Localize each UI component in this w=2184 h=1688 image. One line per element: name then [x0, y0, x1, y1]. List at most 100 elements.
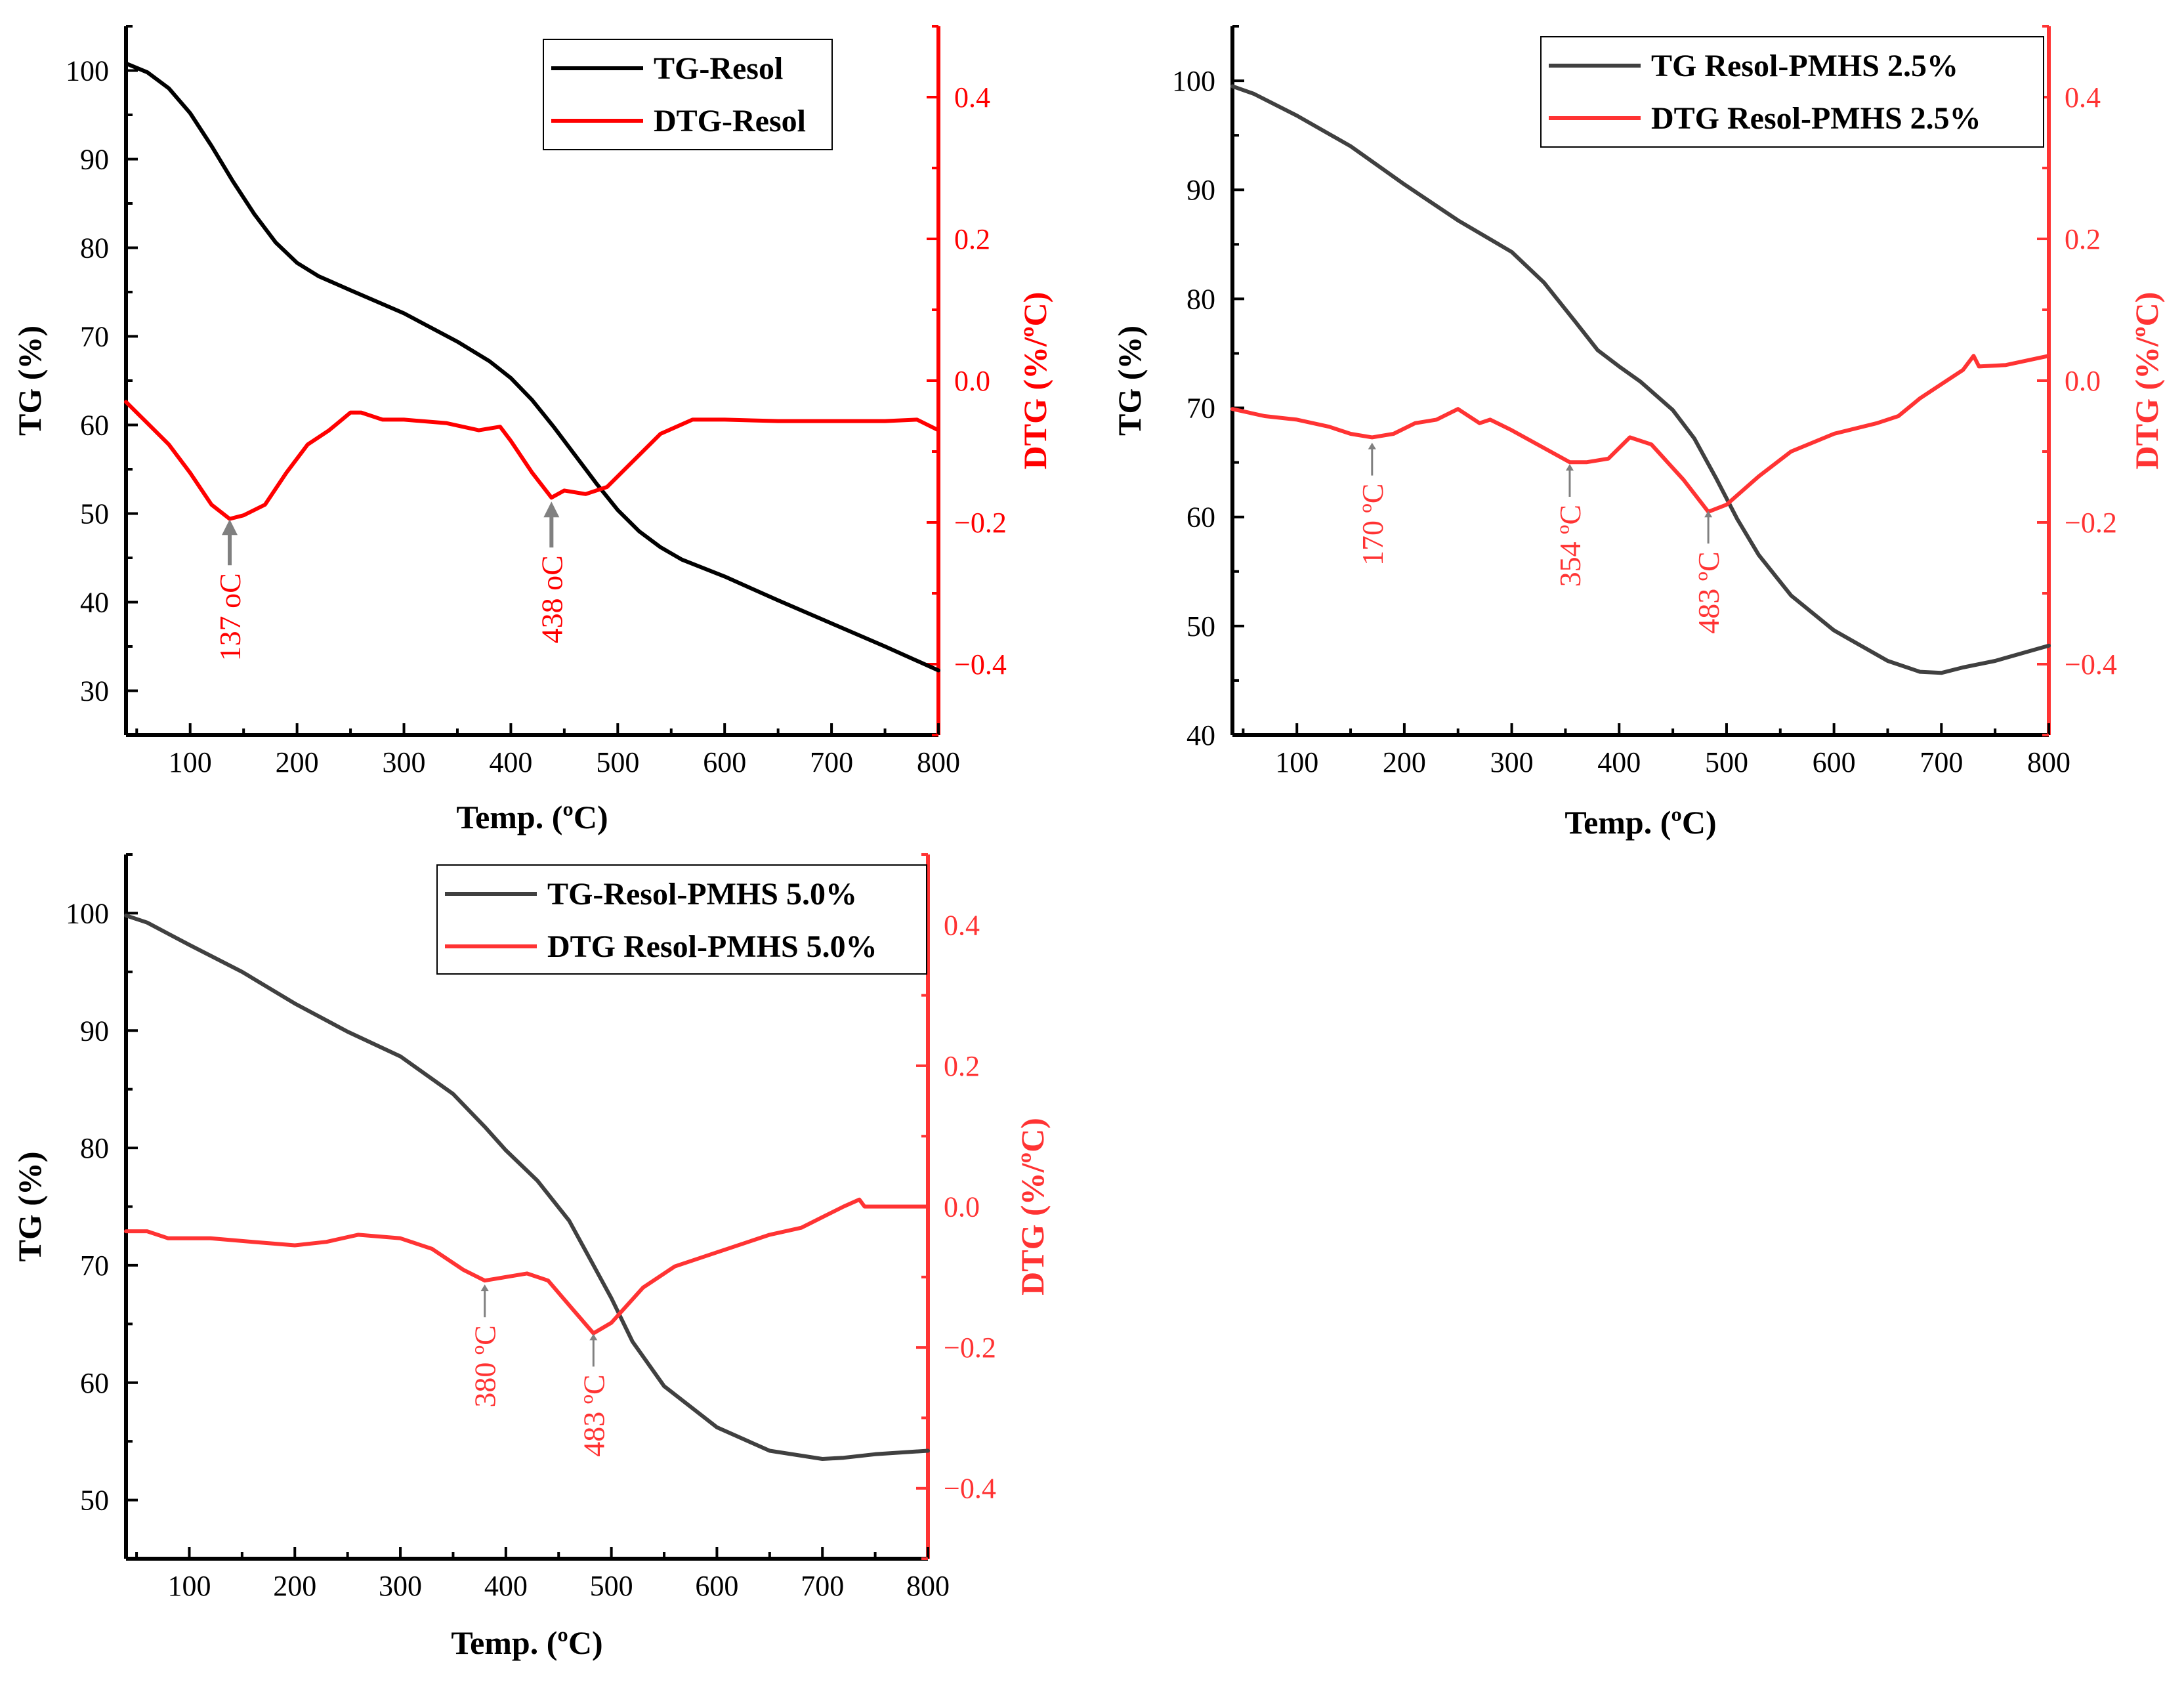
x-axis-title: Temp. (ºC)	[451, 1624, 602, 1661]
x-tick-label: 500	[1705, 746, 1748, 778]
y2-tick-label: −0.4	[954, 648, 1007, 681]
y2-tick-label: 0.0	[2065, 365, 2101, 397]
x-tick-label: 600	[695, 1570, 738, 1602]
x-axis-title: Temp. (ºC)	[456, 799, 608, 835]
legend-label: TG-Resol	[654, 51, 783, 86]
x-tick-label: 600	[1813, 746, 1856, 778]
annotation-arrow-head	[589, 1334, 598, 1341]
annotation-arrow-head	[1704, 511, 1713, 518]
annotation-arrow-head	[1368, 442, 1376, 450]
x-tick-label: 200	[1383, 746, 1426, 778]
x-tick-label: 300	[379, 1570, 422, 1602]
y-tick-label: 40	[1186, 719, 1215, 751]
x-tick-label: 300	[383, 746, 426, 778]
dtg-series-line	[124, 400, 940, 521]
y2-tick-label: 0.2	[944, 1050, 980, 1082]
y2-tick-label: 0.0	[954, 365, 990, 397]
x-tick-label: 100	[169, 746, 212, 778]
x-tick-label: 800	[917, 746, 960, 778]
y-tick-label: 50	[80, 498, 109, 530]
y-tick-label: 60	[80, 410, 109, 442]
y2-tick-label: −0.4	[2065, 648, 2117, 681]
y2-tick-label: −0.4	[944, 1473, 996, 1505]
legend-label: DTG Resol-PMHS 5.0%	[547, 929, 877, 964]
x-tick-label: 400	[484, 1570, 528, 1602]
legend-label: TG-Resol-PMHS 5.0%	[547, 877, 857, 912]
tg-series-line	[1230, 84, 2051, 675]
y2-tick-label: −0.2	[2065, 507, 2117, 539]
annotation-label: 483 ºC	[1692, 551, 1725, 633]
y-tick-label: 100	[66, 897, 109, 929]
annotation-label: 137 oC	[213, 573, 247, 661]
legend-box	[436, 864, 927, 975]
y-axis-title: TG (%)	[1111, 326, 1148, 436]
panel-top-right: 100 200 300 400 500 600 700 800 40 50 60 70 80 90 100 −…	[1111, 25, 2165, 841]
annotation-label: 170 ºC	[1356, 484, 1389, 566]
y-tick-label: 70	[80, 321, 109, 353]
y-tick-label: 100	[1172, 65, 1215, 97]
x-tick-label: 100	[167, 1570, 211, 1602]
y2-tick-label: 0.2	[954, 223, 990, 255]
x-tick-label: 800	[906, 1570, 950, 1602]
x-tick-label: 300	[1490, 746, 1534, 778]
y2-tick-label: 0.4	[954, 81, 990, 114]
y-tick-label: 80	[80, 232, 109, 264]
y-tick-label: 90	[80, 144, 109, 176]
y-tick-label: 70	[80, 1250, 109, 1282]
y-tick-label: 60	[80, 1367, 109, 1399]
y-tick-label: 80	[80, 1132, 109, 1164]
y2-tick-label: 0.4	[2065, 81, 2101, 114]
y2-axis-title: DTG (%/ºC)	[1014, 1118, 1051, 1296]
panel-top-left: 100 200 300 400 500 600 700 800 30 40 50 60 70 80 90 10…	[11, 25, 1053, 835]
x-tick-label: 800	[2027, 746, 2070, 778]
y-axis-title: TG (%)	[11, 326, 48, 436]
y-tick-label: 40	[80, 587, 109, 619]
tg-series-line	[124, 61, 940, 673]
x-tick-label: 400	[1597, 746, 1641, 778]
y-axis-title: TG (%)	[11, 1151, 48, 1261]
annotation-label: 354 ºC	[1553, 505, 1587, 587]
y2-axis-title: DTG (%/ºC)	[1017, 292, 1053, 470]
x-tick-label: 200	[273, 1570, 316, 1602]
y2-tick-label: 0.2	[2065, 223, 2101, 255]
x-tick-label: 700	[801, 1570, 844, 1602]
y-tick-label: 90	[1186, 174, 1215, 206]
legend-box	[1540, 36, 2044, 148]
y-tick-label: 70	[1186, 392, 1215, 425]
x-tick-label: 500	[596, 746, 639, 778]
legend-label: TG Resol-PMHS 2.5%	[1651, 49, 1958, 83]
y-tick-label: 50	[80, 1485, 109, 1517]
legend-label: DTG Resol-PMHS 2.5%	[1651, 101, 1981, 136]
x-tick-label: 700	[810, 746, 853, 778]
x-tick-label: 600	[703, 746, 746, 778]
panel-bottom-left: 100 200 300 400 500 600 700 800 50 60 70 80 90 100 −0.…	[11, 853, 1051, 1661]
tg-series-line	[124, 914, 930, 1461]
y-tick-label: 30	[80, 675, 109, 707]
annotation-arrow-head	[222, 519, 238, 536]
annotation-label: 483 ºC	[577, 1374, 610, 1456]
x-tick-label: 200	[276, 746, 319, 778]
x-tick-label: 700	[1920, 746, 1963, 778]
y-tick-label: 90	[80, 1015, 109, 1047]
dtg-series-line	[1230, 354, 2051, 514]
legend-box	[543, 39, 833, 150]
y-tick-label: 80	[1186, 283, 1215, 315]
y2-tick-label: 0.0	[944, 1191, 980, 1223]
annotation-arrow-head	[543, 501, 560, 518]
annotation-arrow-head	[480, 1284, 489, 1292]
x-tick-label: 100	[1275, 746, 1318, 778]
y2-tick-label: 0.4	[944, 909, 980, 941]
y-tick-label: 100	[66, 55, 109, 87]
annotation-label: 380 ºC	[469, 1325, 502, 1407]
y2-tick-label: −0.2	[944, 1332, 996, 1364]
y2-axis-title: DTG (%/ºC)	[2128, 292, 2165, 470]
y2-tick-label: −0.2	[954, 507, 1007, 539]
annotation-arrow-head	[1565, 463, 1574, 471]
x-axis-title: Temp. (ºC)	[1564, 804, 1716, 841]
legend-label: DTG-Resol	[654, 104, 806, 138]
annotation-label: 438 oC	[535, 555, 568, 643]
y-tick-label: 60	[1186, 501, 1215, 534]
x-tick-label: 500	[590, 1570, 633, 1602]
y-tick-label: 50	[1186, 610, 1215, 643]
